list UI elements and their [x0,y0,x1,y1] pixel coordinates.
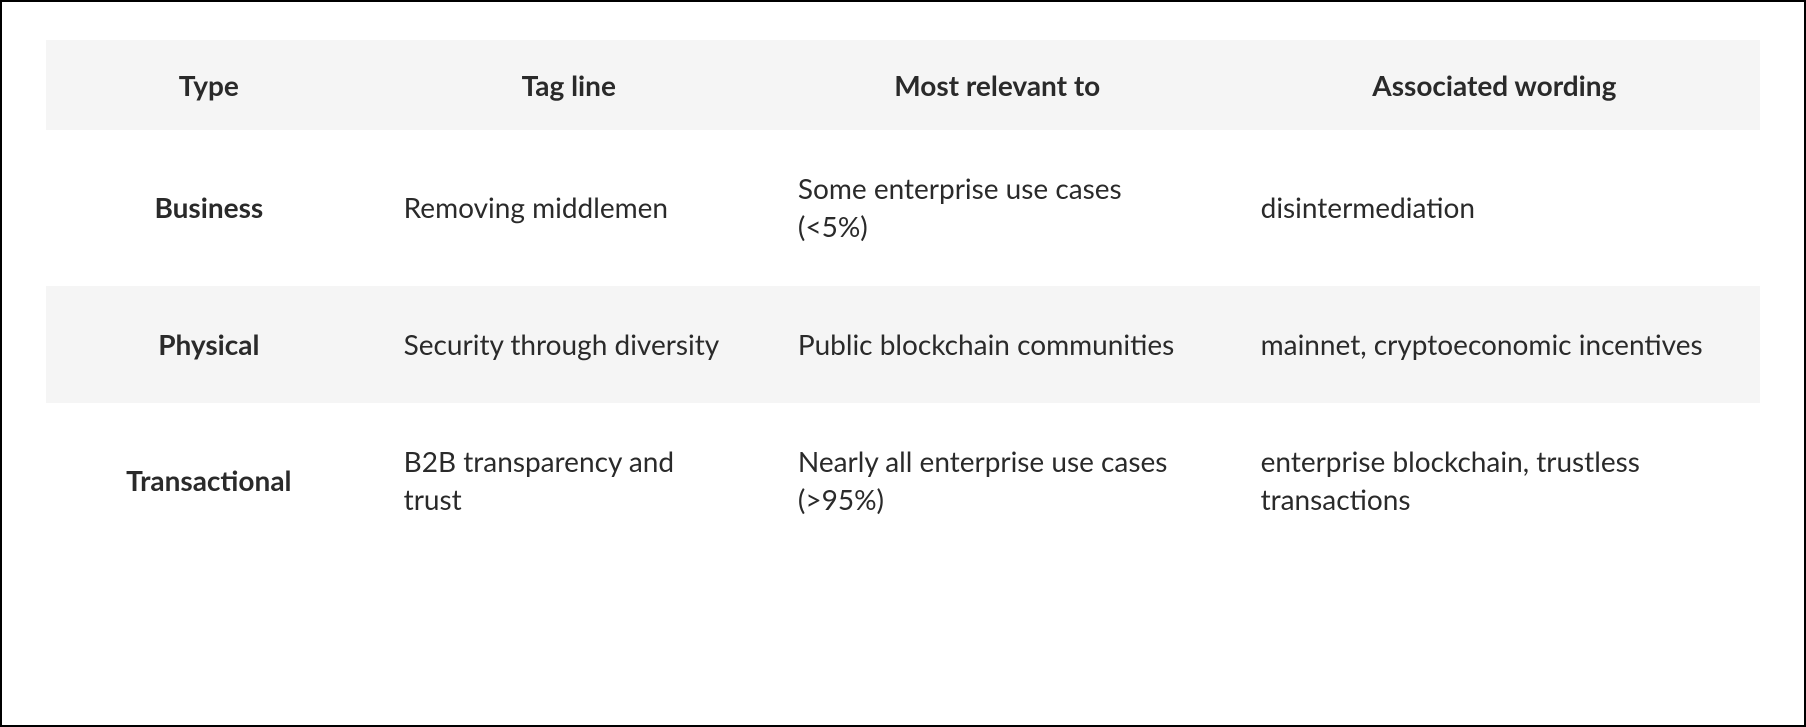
table-row: Physical Security through diversity Publ… [46,286,1760,404]
cell-type: Transactional [46,403,372,559]
table-frame: Type Tag line Most relevant to Associate… [0,0,1806,727]
col-header-tagline: Tag line [372,40,766,130]
decentralization-types-table: Type Tag line Most relevant to Associate… [46,40,1760,559]
cell-type: Business [46,130,372,286]
cell-wording: disintermediation [1229,130,1760,286]
cell-relevant: Some enterprise use cases (<5%) [766,130,1229,286]
cell-tagline: Security through diversity [372,286,766,404]
cell-wording: enterprise blockchain, trustless transac… [1229,403,1760,559]
col-header-type: Type [46,40,372,130]
cell-tagline: B2B transparency and trust [372,403,766,559]
table-row: Business Removing middlemen Some enterpr… [46,130,1760,286]
table-body: Business Removing middlemen Some enterpr… [46,130,1760,559]
table-row: Transactional B2B transparency and trust… [46,403,1760,559]
cell-type: Physical [46,286,372,404]
cell-wording: mainnet, cryptoeconomic incentives [1229,286,1760,404]
table-header: Type Tag line Most relevant to Associate… [46,40,1760,130]
col-header-relevant: Most relevant to [766,40,1229,130]
cell-relevant: Nearly all enterprise use cases (>95%) [766,403,1229,559]
col-header-wording: Associated wording [1229,40,1760,130]
cell-tagline: Removing middlemen [372,130,766,286]
cell-relevant: Public blockchain communities [766,286,1229,404]
table-header-row: Type Tag line Most relevant to Associate… [46,40,1760,130]
